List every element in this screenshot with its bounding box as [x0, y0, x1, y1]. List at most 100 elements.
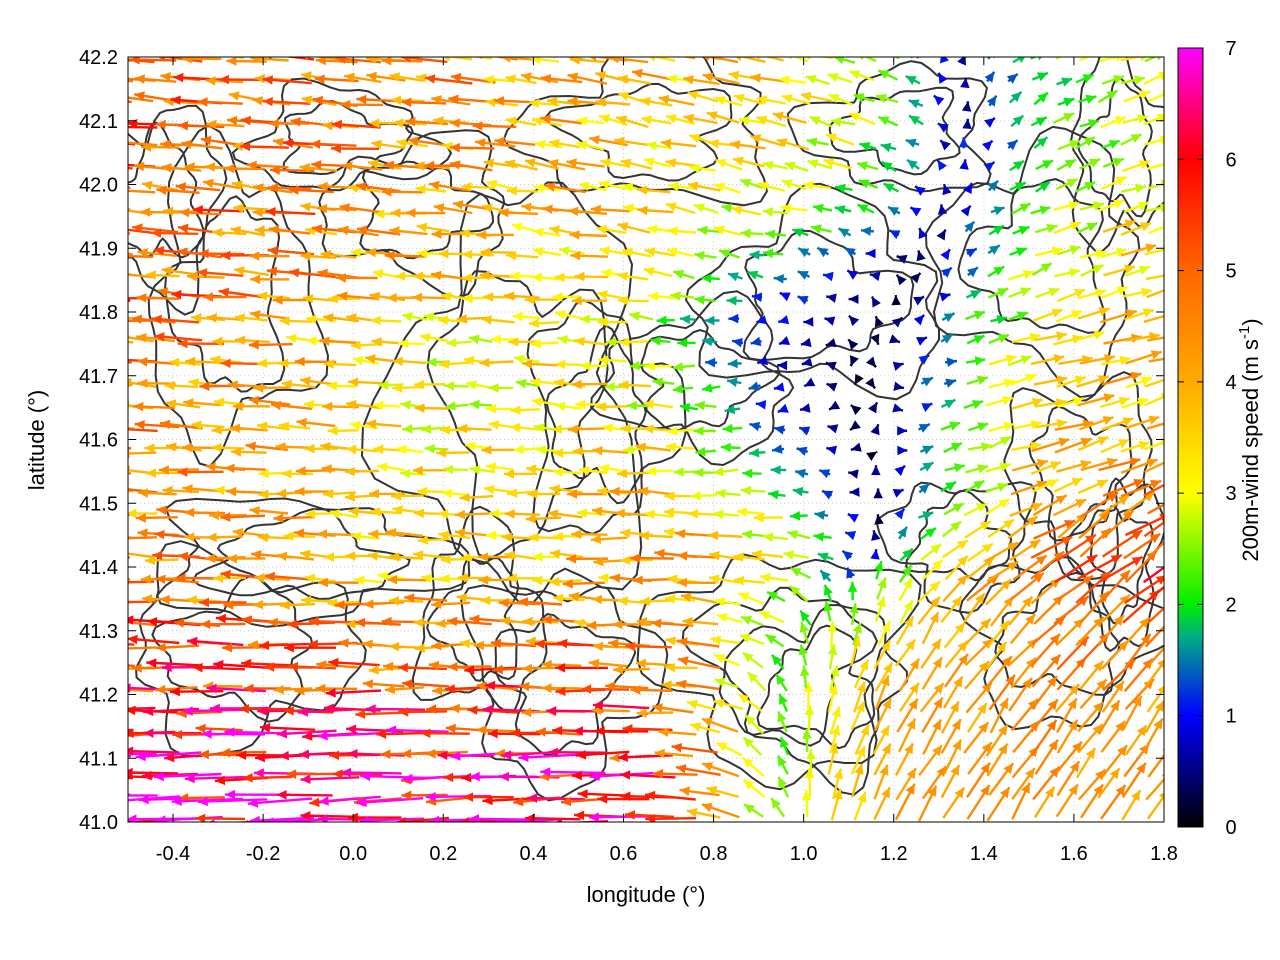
wind-vector: [344, 466, 379, 477]
wind-vector: [620, 770, 676, 780]
wind-vector: [206, 683, 266, 694]
wind-vector: [702, 336, 718, 347]
wind-vector: [650, 336, 671, 346]
wind-vector: [806, 749, 816, 775]
wind-vector: [683, 113, 718, 125]
wind-vector: [665, 202, 696, 215]
wind-vector: [1080, 264, 1105, 277]
wind-vector: [797, 295, 809, 305]
wind-vector: [1079, 416, 1114, 431]
wind-vector: [773, 425, 786, 435]
wind-vector: [896, 254, 908, 264]
wind-vector: [735, 57, 766, 64]
wind-vector: [196, 268, 244, 278]
wind-vector: [1052, 498, 1087, 517]
wind-vector: [464, 57, 493, 61]
wind-vector: [940, 700, 960, 734]
wind-vector: [1099, 569, 1131, 604]
wind-vector: [617, 74, 652, 85]
wind-vector: [1032, 494, 1068, 517]
colorbar-tick-label: 6: [1225, 149, 1236, 171]
wind-vector: [249, 310, 289, 320]
wind-vector: [436, 448, 470, 458]
wind-vector: [476, 230, 514, 240]
wind-vector: [128, 79, 134, 83]
wind-vector: [964, 637, 994, 667]
terrain-contour: [590, 290, 795, 467]
wind-vector: [1142, 585, 1164, 606]
wind-vector: [299, 163, 338, 173]
wind-vector: [267, 183, 312, 193]
wind-vector: [1030, 535, 1073, 559]
wind-vector: [940, 398, 956, 409]
wind-vector: [259, 722, 316, 733]
wind-vector: [197, 97, 243, 107]
wind-vector: [158, 465, 199, 475]
wind-vector: [532, 552, 560, 562]
wind-vector: [830, 117, 856, 127]
wind-vector: [362, 679, 405, 689]
wind-vector: [875, 93, 899, 104]
colorbar-label-exponent: -1: [1236, 326, 1253, 339]
wind-vector: [532, 247, 562, 257]
wind-vector: [1145, 774, 1164, 801]
wind-vector: [1146, 792, 1164, 820]
wind-vector: [619, 337, 649, 347]
wind-vector: [920, 527, 937, 540]
wind-vector: [283, 531, 316, 541]
wind-vector: [368, 529, 405, 539]
wind-vector: [287, 661, 336, 672]
wind-vector: [1056, 635, 1090, 671]
wind-vector: [1075, 375, 1109, 388]
wind-vector: [742, 778, 766, 799]
wind-vector: [428, 180, 470, 192]
wind-vector: [506, 251, 539, 261]
wind-vector: [874, 596, 886, 622]
wind-vector: [1007, 515, 1039, 540]
wind-vector: [670, 291, 695, 301]
wind-vector: [549, 577, 582, 587]
wind-vector: [1101, 355, 1131, 366]
wind-vector: [498, 207, 539, 218]
wind-vector: [345, 399, 381, 410]
wind-vector: [958, 137, 969, 149]
wind-vector: [827, 72, 853, 84]
wind-vector: [182, 706, 245, 716]
wind-vector: [1030, 354, 1065, 366]
wind-vector: [141, 180, 179, 192]
wind-vector: [581, 684, 630, 694]
wind-vector: [181, 139, 223, 150]
wind-vector: [1079, 783, 1104, 819]
wind-vector: [1031, 262, 1053, 277]
wind-vector: [804, 768, 815, 797]
wind-vector: [713, 653, 741, 667]
wind-vector: [985, 395, 1014, 407]
wind-vector: [414, 379, 446, 390]
wind-vector: [672, 269, 695, 280]
wind-vector: [187, 636, 244, 647]
wind-vector: [672, 384, 694, 394]
wind-vector: [145, 270, 180, 280]
wind-vector: [447, 616, 492, 627]
wind-vector: [917, 580, 941, 603]
wind-vector: [279, 316, 313, 326]
wind-vector: [128, 621, 157, 627]
wind-vector: [476, 681, 519, 691]
wind-vector: [944, 653, 969, 688]
wind-vector: [1099, 57, 1123, 63]
wind-vector: [850, 442, 862, 452]
wind-vector: [921, 611, 940, 645]
wind-vector: [777, 776, 790, 798]
wind-vector: [247, 797, 313, 808]
wind-vector: [391, 491, 424, 501]
terrain-contour: [134, 540, 367, 758]
wind-vector: [713, 509, 740, 520]
wind-vector: [965, 356, 986, 366]
wind-vector: [697, 225, 720, 236]
wind-vector: [957, 57, 966, 66]
wind-vector: [1056, 460, 1092, 473]
wind-vector: [762, 207, 788, 217]
wind-vector: [483, 484, 515, 495]
wind-vector: [366, 71, 406, 82]
wind-vector: [191, 313, 226, 323]
